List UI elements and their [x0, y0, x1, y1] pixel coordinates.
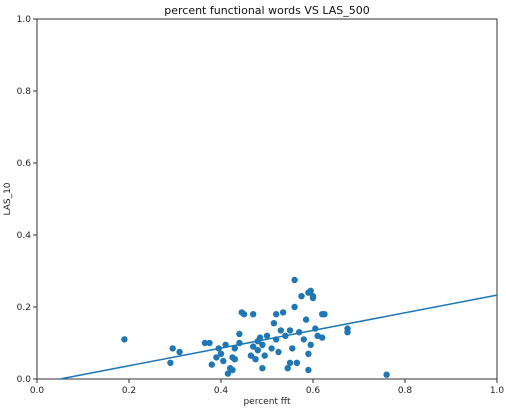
x-tick-label: 0.6 [306, 386, 321, 396]
x-tick-label: 0.4 [214, 386, 229, 396]
x-tick-label: 0.0 [30, 386, 45, 396]
data-point [167, 359, 174, 366]
data-point [176, 348, 183, 356]
y-tick-label: 1.0 [17, 15, 32, 25]
x-axis-label: percent fft [243, 397, 291, 407]
data-point [289, 345, 296, 352]
data-point [256, 334, 264, 341]
data-point [279, 309, 287, 316]
data-point [307, 287, 314, 294]
data-point [206, 339, 213, 347]
data-point [286, 327, 294, 334]
data-point [252, 356, 259, 363]
data-point [220, 357, 227, 365]
chart-title: percent functional words VS LAS_500 [164, 4, 370, 17]
data-point [261, 352, 268, 359]
data-point [309, 293, 317, 300]
data-point [263, 332, 271, 339]
data-point [277, 327, 284, 334]
data-point [275, 348, 282, 356]
data-point [121, 336, 128, 343]
data-point [321, 311, 328, 318]
y-axis: 0.0 0.2 0.4 0.6 0.8 1.0 [17, 15, 37, 385]
data-point [250, 343, 257, 350]
data-point [284, 365, 291, 372]
data-points [121, 276, 390, 378]
data-point [305, 350, 312, 357]
data-point [231, 345, 238, 352]
x-axis: 0.0 0.2 0.4 0.6 0.8 1.0 [30, 379, 505, 396]
data-point [305, 366, 312, 374]
data-point [319, 334, 326, 341]
data-point [293, 359, 301, 366]
x-tick-label: 1.0 [490, 386, 505, 396]
data-point [201, 339, 209, 347]
data-point [383, 371, 390, 378]
data-point [270, 320, 278, 327]
data-point [236, 330, 243, 338]
data-point [217, 350, 225, 357]
data-point [224, 370, 232, 377]
plot-frame [36, 18, 498, 380]
data-point [291, 303, 298, 311]
data-point [286, 359, 294, 366]
data-point [240, 311, 248, 318]
data-point [254, 347, 261, 354]
data-point [344, 329, 351, 336]
data-point [229, 366, 236, 374]
data-point [273, 311, 280, 318]
data-point [213, 354, 220, 361]
x-tick-label: 0.8 [398, 386, 413, 396]
fit-line-layer [59, 294, 498, 380]
x-tick-label: 0.2 [122, 386, 136, 396]
data-point [259, 365, 266, 372]
regression-line [59, 294, 498, 380]
data-point [169, 345, 176, 352]
y-tick-label: 0.2 [17, 303, 31, 313]
y-axis-label: LAS_10 [3, 182, 13, 215]
data-point [302, 316, 310, 323]
data-point [231, 356, 238, 363]
data-point [208, 361, 215, 368]
y-tick-label: 0.8 [17, 87, 32, 97]
data-point [300, 336, 307, 343]
data-point [247, 352, 255, 359]
data-point [268, 345, 275, 352]
y-tick-label: 0.6 [17, 159, 32, 169]
data-point [259, 341, 266, 348]
data-point [250, 311, 257, 318]
data-point [307, 341, 314, 348]
data-point [291, 276, 298, 284]
y-tick-label: 0.0 [17, 375, 32, 385]
y-tick-label: 0.4 [17, 231, 32, 241]
data-point [298, 293, 305, 300]
